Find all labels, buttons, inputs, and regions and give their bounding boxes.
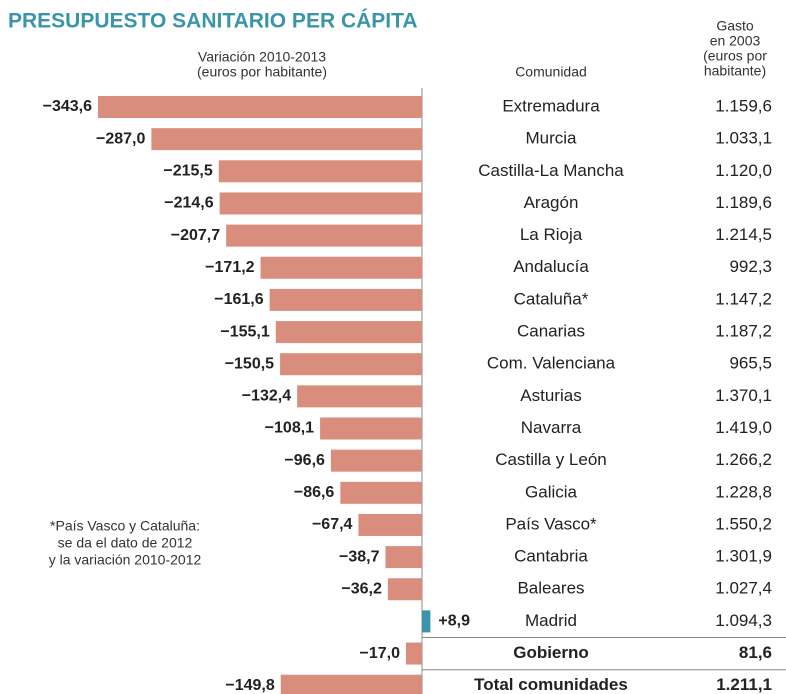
column-value: 1.120,0: [715, 161, 772, 180]
bar: [280, 353, 422, 376]
column-header: (euros por: [703, 48, 767, 64]
value-label: −214,6: [164, 195, 213, 212]
column-value: 1.214,5: [715, 225, 772, 244]
column-header: habitante): [704, 63, 766, 79]
bar: [340, 481, 422, 504]
bar: [226, 224, 422, 247]
category-label: Baleares: [517, 579, 584, 598]
note: y la variación 2010-2012: [49, 552, 202, 568]
value-label: −155,1: [220, 323, 269, 340]
value-label: −132,4: [242, 388, 291, 405]
column-value: 1.370,1: [715, 386, 772, 405]
category-label: Castilla y León: [495, 450, 607, 469]
bar: [219, 192, 422, 215]
value-label: −287,0: [96, 130, 145, 147]
category-label: Gobierno: [513, 643, 589, 662]
value-label: −38,7: [339, 548, 380, 565]
category-label: Castilla-La Mancha: [478, 161, 624, 180]
category-label: Murcia: [525, 129, 577, 148]
bar: [320, 417, 422, 440]
value-label: +8,9: [438, 613, 470, 630]
bar: [297, 385, 422, 408]
axis-label: (euros por habitante): [197, 64, 327, 80]
note: se da el dato de 2012: [58, 535, 193, 551]
chart-title: PRESUPUESTO SANITARIO PER CÁPITA: [8, 10, 418, 33]
column-value: 1.211,1: [716, 675, 772, 694]
bar: [275, 321, 422, 344]
value-label: −343,6: [43, 98, 92, 115]
column-value: 1.266,2: [715, 450, 772, 469]
category-label: Asturias: [520, 386, 581, 405]
category-label: Canarias: [517, 322, 585, 341]
column-value: 81,6: [739, 643, 772, 662]
bar: [98, 96, 422, 118]
value-label: −149,8: [225, 677, 274, 694]
bar: [280, 674, 422, 694]
value-label: −171,2: [205, 259, 254, 276]
column-value: 1.187,2: [715, 322, 772, 341]
bar: [330, 449, 422, 472]
bar: [387, 578, 422, 601]
column-header: Gasto: [716, 18, 754, 34]
category-label: Madrid: [525, 611, 577, 630]
column-value: 992,3: [729, 257, 772, 276]
value-label: −215,5: [163, 163, 212, 180]
value-label: −161,6: [214, 291, 263, 308]
category-label: La Rioja: [520, 225, 583, 244]
value-label: −150,5: [225, 355, 274, 372]
value-label: −36,2: [341, 580, 382, 597]
column-value: 1.147,2: [715, 289, 772, 308]
column-value: 1.550,2: [715, 514, 772, 533]
bar: [260, 256, 422, 279]
axis-label: Variación 2010-2013: [198, 49, 326, 65]
value-label: −86,6: [294, 484, 335, 501]
bar: [269, 288, 422, 311]
bar: [422, 610, 431, 633]
value-label: −96,6: [284, 452, 325, 469]
value-label: −207,7: [171, 227, 220, 244]
column-value: 1.189,6: [715, 193, 772, 212]
note: *País Vasco y Cataluña:: [50, 518, 200, 534]
category-label: Com. Valenciana: [487, 354, 616, 373]
bar: [218, 160, 422, 183]
value-label: −17,0: [359, 645, 400, 662]
column-value: 1.419,0: [715, 418, 772, 437]
column-value: 1.301,9: [715, 547, 772, 566]
column-value: 1.027,4: [715, 579, 772, 598]
bar: [385, 546, 422, 569]
column-value: 1.033,1: [715, 129, 772, 148]
column-value: 1.159,6: [715, 96, 772, 115]
value-label: −108,1: [265, 420, 314, 437]
column-value: 965,5: [729, 354, 772, 373]
category-label: Cataluña*: [514, 289, 589, 308]
category-label: País Vasco*: [505, 514, 597, 533]
category-header: Comunidad: [515, 64, 587, 80]
category-label: Cantabria: [514, 547, 588, 566]
bar: [358, 513, 422, 536]
category-label: Navarra: [521, 418, 582, 437]
bar: [151, 128, 422, 151]
value-label: −67,4: [312, 516, 353, 533]
bar: [405, 642, 422, 665]
column-value: 1.228,8: [715, 482, 772, 501]
column-header: en 2003: [710, 33, 761, 49]
category-label: Andalucía: [513, 257, 589, 276]
category-label: Extremadura: [502, 96, 600, 115]
category-label: Galicia: [525, 482, 578, 501]
category-label: Aragón: [524, 193, 579, 212]
category-label: Total comunidades: [474, 675, 628, 694]
column-value: 1.094,3: [715, 611, 772, 630]
